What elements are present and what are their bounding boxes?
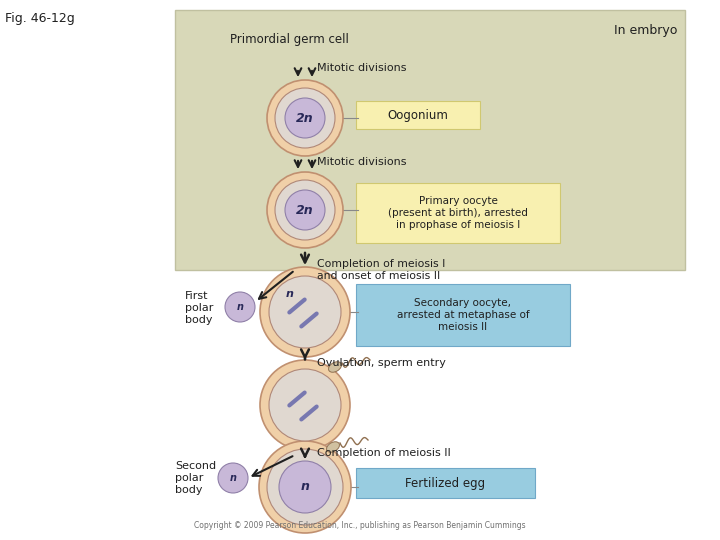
Text: Primary oocyte
(present at birth), arrested
in prophase of meiosis I: Primary oocyte (present at birth), arres… <box>388 197 528 230</box>
Circle shape <box>285 98 325 138</box>
Circle shape <box>267 449 343 525</box>
Circle shape <box>275 88 335 148</box>
Ellipse shape <box>327 442 339 452</box>
Text: Second
polar
body: Second polar body <box>175 461 216 495</box>
FancyBboxPatch shape <box>356 183 560 243</box>
Circle shape <box>269 369 341 441</box>
Text: n: n <box>300 481 310 494</box>
Circle shape <box>218 463 248 493</box>
Circle shape <box>267 80 343 156</box>
Circle shape <box>269 276 341 348</box>
Circle shape <box>259 441 351 533</box>
Text: Copyright © 2009 Pearson Education, Inc., publishing as Pearson Benjamin Cumming: Copyright © 2009 Pearson Education, Inc.… <box>194 521 526 530</box>
Text: n: n <box>236 302 243 312</box>
FancyBboxPatch shape <box>356 101 480 129</box>
Text: Completion of meiosis II: Completion of meiosis II <box>317 448 451 458</box>
Circle shape <box>260 360 350 450</box>
Text: Mitotic divisions: Mitotic divisions <box>317 63 407 73</box>
Text: In embryo: In embryo <box>613 24 677 37</box>
Circle shape <box>275 180 335 240</box>
Text: 2n: 2n <box>296 111 314 125</box>
Text: Primordial germ cell: Primordial germ cell <box>230 33 349 46</box>
FancyBboxPatch shape <box>175 10 685 270</box>
Text: Oogonium: Oogonium <box>387 109 449 122</box>
Text: Mitotic divisions: Mitotic divisions <box>317 157 407 167</box>
Ellipse shape <box>328 362 341 372</box>
Text: 2n: 2n <box>296 204 314 217</box>
Circle shape <box>285 190 325 230</box>
Text: Fertilized egg: Fertilized egg <box>405 476 485 489</box>
Circle shape <box>260 267 350 357</box>
Text: n: n <box>285 289 293 299</box>
Circle shape <box>279 461 331 513</box>
Circle shape <box>225 292 255 322</box>
Text: Fig. 46-12g: Fig. 46-12g <box>5 12 75 25</box>
FancyBboxPatch shape <box>356 284 570 346</box>
FancyBboxPatch shape <box>356 468 535 498</box>
Text: n: n <box>230 473 236 483</box>
Text: Ovulation, sperm entry: Ovulation, sperm entry <box>317 358 446 368</box>
Text: Completion of meiosis I
and onset of meiosis II: Completion of meiosis I and onset of mei… <box>317 259 446 281</box>
Text: First
polar
body: First polar body <box>185 292 213 325</box>
Circle shape <box>267 172 343 248</box>
Text: Secondary oocyte,
arrested at metaphase of
meiosis II: Secondary oocyte, arrested at metaphase … <box>397 299 529 332</box>
